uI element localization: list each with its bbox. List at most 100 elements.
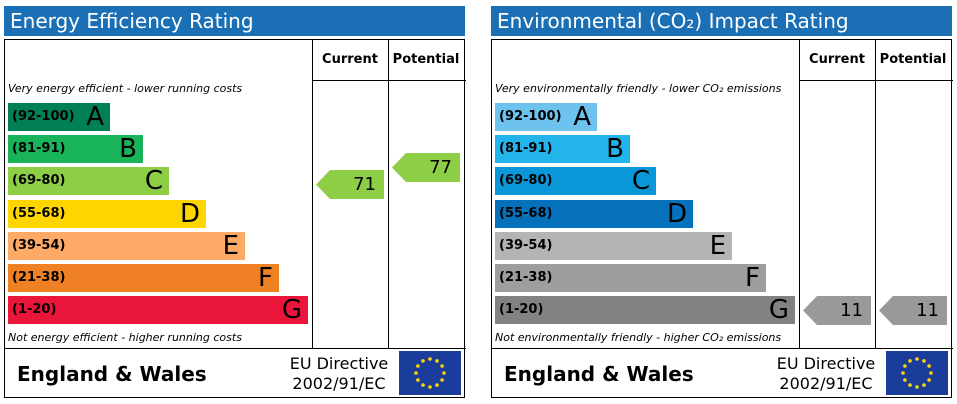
band-b: (81-91) B bbox=[495, 134, 630, 165]
eu-star bbox=[927, 378, 931, 382]
band-letter-label: G bbox=[768, 295, 789, 326]
column-divider bbox=[312, 40, 313, 348]
eu-directive-line1: EU Directive bbox=[289, 354, 389, 373]
band-range-label: (69-80) bbox=[499, 173, 553, 189]
band-range-label: (1-20) bbox=[12, 302, 57, 318]
eu-star bbox=[929, 371, 933, 375]
footer-region-label: England & Wales bbox=[504, 362, 694, 386]
current-column-header: Current bbox=[809, 52, 865, 67]
band-a: (92-100) A bbox=[495, 103, 597, 131]
band-c: (69-80) C bbox=[495, 166, 656, 197]
eu-star bbox=[421, 359, 425, 363]
eu-directive-label: EU Directive 2002/91/EC bbox=[281, 354, 397, 394]
potential-column-header: Potential bbox=[879, 52, 947, 67]
potential-column-header: Potential bbox=[392, 52, 460, 67]
eu-star bbox=[442, 371, 446, 375]
band-letter-label: G bbox=[281, 295, 302, 326]
band-range-label: (69-80) bbox=[12, 173, 66, 189]
header-divider bbox=[799, 80, 953, 81]
eu-star bbox=[901, 371, 905, 375]
eu-star bbox=[416, 364, 420, 368]
band-f: (21-38) F bbox=[8, 264, 279, 292]
eu-star bbox=[414, 371, 418, 375]
band-range-label: (55-68) bbox=[12, 205, 66, 221]
band-letter-label: F bbox=[258, 263, 273, 293]
rating-arrow-polygon bbox=[879, 296, 947, 326]
band-range-label: (21-38) bbox=[12, 270, 66, 285]
eu-flag-icon bbox=[399, 351, 461, 395]
rating-arrow-polygon bbox=[803, 296, 871, 326]
band-letter-label: E bbox=[709, 230, 726, 261]
eu-stars bbox=[414, 357, 446, 389]
band-range-label: (92-100) bbox=[499, 109, 562, 124]
rating-arrow-current: 71 bbox=[316, 170, 384, 200]
eu-star bbox=[440, 378, 444, 382]
eu-directive-label: EU Directive 2002/91/EC bbox=[768, 354, 884, 394]
eu-star bbox=[922, 359, 926, 363]
band-range-label: (39-54) bbox=[12, 237, 66, 253]
eu-directive-line1: EU Directive bbox=[776, 354, 876, 373]
band-e: (39-54) E bbox=[8, 230, 245, 261]
eu-star bbox=[903, 378, 907, 382]
band-range-label: (1-20) bbox=[499, 302, 544, 318]
rating-chart-box: Current Potential Very energy efficient - … bbox=[4, 39, 466, 398]
eu-directive-line2: 2002/91/EC bbox=[779, 374, 873, 393]
band-e: (39-54) E bbox=[495, 230, 732, 261]
eu-star bbox=[428, 357, 432, 361]
band-letter-label: D bbox=[179, 198, 200, 229]
eu-star bbox=[922, 383, 926, 387]
eu-star bbox=[908, 359, 912, 363]
band-range-label: (55-68) bbox=[499, 205, 553, 221]
band-g: (1-20) G bbox=[8, 295, 308, 326]
bottom-note: Not energy efficient - higher running co… bbox=[8, 331, 242, 344]
header-divider bbox=[312, 80, 466, 81]
eu-star bbox=[416, 378, 420, 382]
top-note: Very energy efficient - lower running co… bbox=[8, 82, 243, 95]
rating-value-potential: 11 bbox=[916, 300, 939, 322]
eu-star bbox=[927, 364, 931, 368]
eu-star bbox=[915, 385, 919, 389]
band-range-label: (92-100) bbox=[12, 109, 75, 124]
eu-star bbox=[903, 364, 907, 368]
band-range-label: (39-54) bbox=[499, 237, 553, 253]
eu-directive-line2: 2002/91/EC bbox=[292, 374, 386, 393]
rating-arrow-shape bbox=[879, 296, 947, 326]
eu-star bbox=[915, 357, 919, 361]
band-range-label: (21-38) bbox=[499, 270, 553, 285]
band-letter-label: E bbox=[222, 230, 239, 261]
band-letter-label: A bbox=[573, 102, 591, 132]
band-range-label: (81-91) bbox=[12, 141, 66, 157]
panel-title: Environmental (CO₂) Impact Rating bbox=[491, 6, 952, 36]
band-letter-label: A bbox=[86, 102, 104, 132]
rating-arrow-polygon bbox=[316, 170, 384, 200]
rating-arrow-shape bbox=[392, 153, 460, 183]
column-divider bbox=[875, 40, 876, 348]
band-b: (81-91) B bbox=[8, 134, 143, 165]
energy-efficiency-panel: Energy Efficiency Rating Current Potential… bbox=[4, 6, 466, 398]
band-f: (21-38) F bbox=[495, 264, 766, 292]
band-letter-label: C bbox=[631, 166, 650, 197]
band-letter-label: B bbox=[119, 134, 137, 165]
band-range-label: (81-91) bbox=[499, 141, 553, 157]
band-letter-label: B bbox=[606, 134, 624, 165]
bottom-note: Not environmentally friendly - higher CO… bbox=[495, 331, 782, 344]
footer-region-label: England & Wales bbox=[17, 362, 207, 386]
eu-star bbox=[421, 383, 425, 387]
eu-star bbox=[428, 385, 432, 389]
band-a: (92-100) A bbox=[8, 103, 110, 131]
rating-value-potential: 77 bbox=[429, 157, 452, 179]
environmental-impact-panel: Environmental (CO₂) Impact Rating Current… bbox=[491, 6, 953, 398]
footer-divider bbox=[492, 348, 953, 349]
top-note: Very environmentally friendly - lower CO… bbox=[495, 82, 782, 95]
eu-star bbox=[435, 359, 439, 363]
panel-title: Energy Efficiency Rating bbox=[4, 6, 465, 36]
rating-chart-box: Current Potential Very environmentally fri… bbox=[491, 39, 953, 398]
rating-arrow-current: 11 bbox=[803, 296, 871, 326]
eu-star bbox=[435, 383, 439, 387]
rating-arrow-potential: 77 bbox=[392, 153, 460, 183]
band-c: (69-80) C bbox=[8, 167, 169, 196]
rating-value-current: 71 bbox=[353, 174, 376, 196]
band-letter-label: F bbox=[745, 263, 760, 293]
eu-star bbox=[908, 383, 912, 387]
rating-arrow-potential: 11 bbox=[879, 296, 947, 326]
